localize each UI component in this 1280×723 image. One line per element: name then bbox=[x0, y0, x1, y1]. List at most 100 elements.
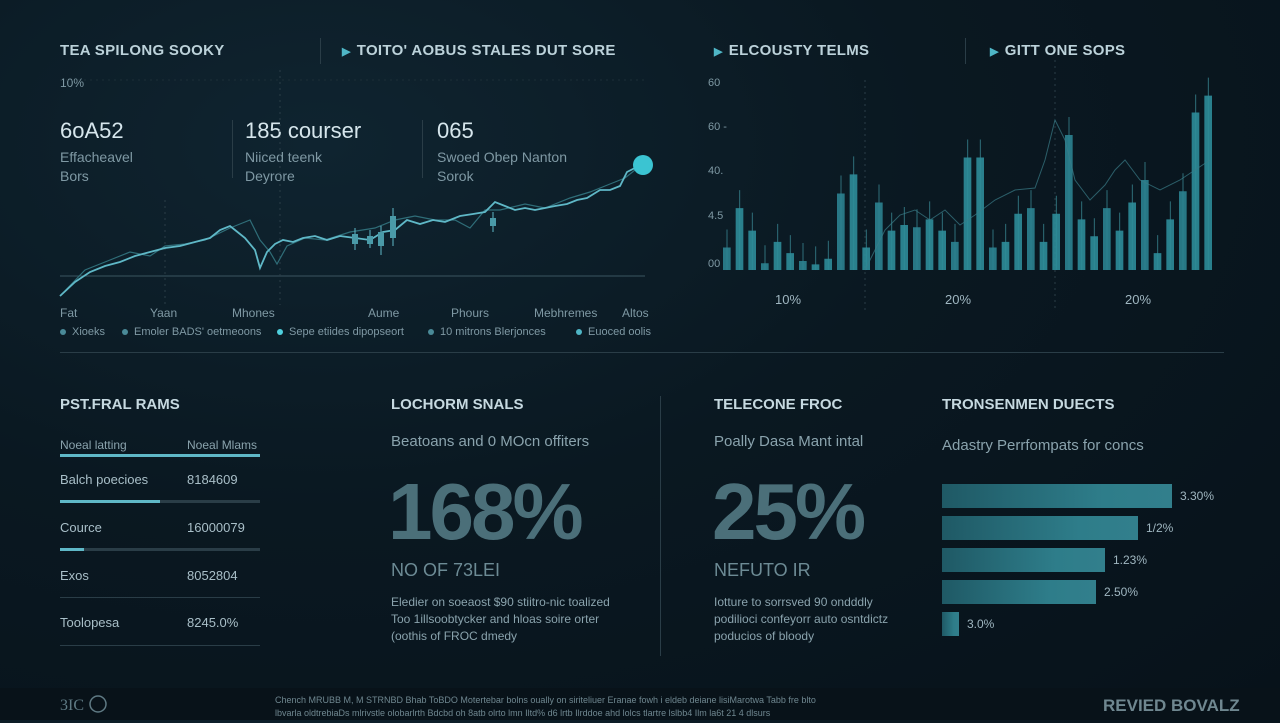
kpi-1: 6oA52 Effacheavel Bors bbox=[60, 118, 133, 186]
bar bbox=[875, 202, 883, 270]
bar bbox=[862, 247, 870, 270]
bar bbox=[849, 174, 858, 270]
kpi-label: Effacheavel bbox=[60, 149, 133, 165]
progress-track bbox=[60, 454, 260, 457]
bar-value-label: 1.23% bbox=[1113, 553, 1148, 567]
line-chart bbox=[59, 70, 653, 305]
bar bbox=[837, 193, 845, 270]
bar bbox=[1179, 191, 1187, 270]
divider bbox=[422, 120, 423, 178]
description-line: (oothis of FROC dmedy bbox=[391, 629, 518, 643]
panel-title: TELECONE FROC bbox=[714, 396, 843, 413]
description-line: Iotture to sorrsved 90 ondddly bbox=[714, 595, 873, 609]
kpi-3: 065 Swoed Obep Nanton Sorok bbox=[437, 118, 567, 186]
primary-series-line bbox=[59, 165, 644, 297]
y-tick-label: 40. bbox=[708, 165, 724, 177]
play-arrow-icon: ▶ bbox=[714, 46, 723, 58]
bar bbox=[824, 258, 832, 270]
section-title-center[interactable]: ▶ TOITO' AOBUS STALES DUT SORE bbox=[342, 42, 616, 59]
bar-value-label: 3.0% bbox=[967, 617, 995, 631]
x-axis-label: Altos bbox=[622, 306, 649, 320]
horizontal-bar bbox=[942, 484, 1172, 508]
bar-value-label: 1/2% bbox=[1146, 521, 1174, 535]
progress-track bbox=[60, 548, 260, 551]
section-title-right-2-label: GITT ONE SOPS bbox=[1004, 42, 1126, 59]
bar bbox=[1153, 253, 1162, 270]
bar bbox=[723, 247, 731, 270]
bar bbox=[938, 230, 946, 270]
bar bbox=[1077, 219, 1086, 270]
divider bbox=[320, 38, 321, 64]
legend-label: Emoler BADS' oetmeoons bbox=[134, 326, 262, 338]
table-header: Noeal Mlams bbox=[187, 438, 258, 452]
description-line: podilioci confeyorr auto osntdictz bbox=[714, 612, 889, 626]
bar bbox=[1014, 213, 1022, 270]
candle bbox=[490, 218, 496, 226]
horizontal-bar bbox=[942, 612, 959, 636]
divider bbox=[660, 396, 661, 656]
bar bbox=[761, 263, 769, 270]
bar bbox=[786, 253, 794, 270]
legend-item[interactable]: Euoced oolis bbox=[576, 326, 651, 338]
bar bbox=[1128, 202, 1136, 270]
y-tick-label: 60 bbox=[708, 77, 721, 89]
candle bbox=[367, 236, 373, 244]
bar bbox=[773, 241, 782, 270]
play-arrow-icon: ▶ bbox=[990, 46, 999, 58]
bar bbox=[900, 225, 908, 270]
legend-label: Sepe etiides dipopseort bbox=[289, 326, 404, 338]
panel-title: PST.FRAL RAMS bbox=[60, 396, 180, 413]
row-value: 8245.0% bbox=[187, 615, 239, 630]
table-header: Noeal latting bbox=[60, 438, 127, 452]
section-divider bbox=[60, 352, 1224, 353]
bar bbox=[1103, 208, 1111, 270]
row-value: 16000079 bbox=[187, 520, 245, 535]
y-tick-label: 4.5 bbox=[708, 210, 724, 222]
progress-track bbox=[60, 597, 260, 598]
candle bbox=[390, 216, 396, 238]
row-label: Balch poecioes bbox=[60, 472, 149, 487]
row-label: Toolopesa bbox=[60, 615, 120, 630]
legend-item[interactable]: Xioeks bbox=[60, 326, 105, 338]
divider bbox=[232, 120, 233, 178]
bar bbox=[1001, 241, 1010, 270]
legend-item[interactable]: Emoler BADS' oetmeoons bbox=[122, 326, 261, 338]
bar-group-label: 10% bbox=[775, 292, 802, 307]
legend-swatch bbox=[122, 329, 128, 336]
bar bbox=[925, 219, 934, 270]
description-line: Too 1illsoobtycker and hloas soire orter bbox=[391, 612, 600, 626]
x-axis-label: Mebhremes bbox=[534, 306, 598, 320]
metric-caption: NO OF 73LEI bbox=[391, 560, 501, 580]
progress-track bbox=[60, 645, 260, 646]
bar bbox=[1166, 219, 1174, 270]
panel-subtitle: Poally Dasa Mant intal bbox=[714, 433, 864, 450]
bar bbox=[1039, 241, 1048, 270]
x-axis-label: Phours bbox=[451, 306, 490, 320]
candle bbox=[352, 234, 358, 244]
bar-group-label: 20% bbox=[1125, 292, 1152, 307]
legend-swatch bbox=[277, 329, 283, 336]
horizontal-bar bbox=[942, 516, 1138, 540]
x-axis-label: Fat bbox=[60, 306, 78, 320]
section-title-right-1[interactable]: ▶ ELCOUSTY TELMS bbox=[714, 42, 869, 59]
legend-label: Euoced oolis bbox=[588, 326, 651, 338]
fineprint-line: lbvarla oldtrebiaDs mlrivstle olobarlrth… bbox=[275, 708, 771, 718]
panel-title: TRONSENMEN DUECTS bbox=[942, 396, 1115, 413]
kpi-2: 185 courser Niiced teenk Deyrore bbox=[245, 118, 361, 186]
progress-fill bbox=[60, 548, 84, 551]
bar bbox=[1052, 213, 1060, 270]
bar bbox=[989, 247, 997, 270]
description-line: Eledier on soeaost $90 stiitro-nic toali… bbox=[391, 595, 610, 609]
latest-point-marker bbox=[633, 155, 653, 175]
section-title-right-2[interactable]: ▶ GITT ONE SOPS bbox=[990, 42, 1125, 59]
bar bbox=[1204, 95, 1212, 270]
legend-swatch bbox=[60, 329, 66, 336]
legend-item[interactable]: Sepe etiides dipopseort bbox=[277, 326, 404, 338]
y-tick-label: 60 - bbox=[708, 121, 727, 133]
row-label: Cource bbox=[60, 520, 102, 535]
bar bbox=[1027, 208, 1035, 270]
x-axis-label: Aume bbox=[368, 306, 400, 320]
legend-item[interactable]: 10 mitrons Blerjonces bbox=[428, 326, 546, 338]
bar bbox=[799, 261, 807, 270]
panel-subtitle: Adastry Perrfompats for concs bbox=[942, 437, 1144, 454]
